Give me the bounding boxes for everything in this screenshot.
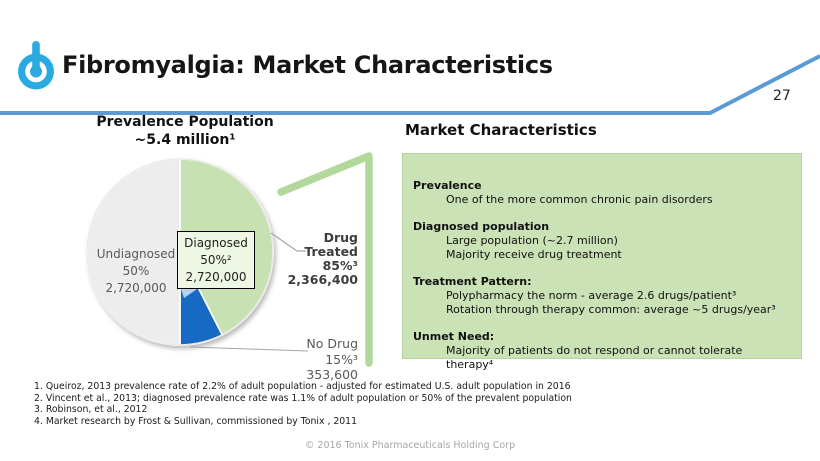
section-heading: Unmet Need: [413,330,495,343]
no-drug-name: No Drug [306,336,358,351]
market-section-diagnosed-population: Diagnosed population Large population (~… [413,220,791,262]
pie-chart-title: Prevalence Population ~5.4 million¹ [90,113,280,149]
market-section-treatment-pattern: Treatment Pattern: Polypharmacy the norm… [413,275,791,317]
no-drug-percent: 15%³ [325,351,358,367]
drug-treated-word1: Drug [323,230,358,245]
footnote-4: 4. Market research by Frost & Sullivan, … [34,415,358,427]
diagnosed-name: Diagnosed [184,235,248,250]
drug-treated-percent: 85%³ [322,258,358,273]
page-title: Fibromyalgia: Market Characteristics [62,51,553,79]
tonix-power-icon [18,41,54,90]
section-item: One of the more common chronic pain diso… [446,193,713,206]
no-drug-callout-label: No Drug 15%³ 353,600 [258,336,358,383]
section-heading: Diagnosed population [413,220,550,233]
footnote-1: 1. Queiroz, 2013 prevalence rate of 2.2%… [34,381,571,392]
section-heading: Prevalence [413,179,482,192]
pie-chart-title-line1: Prevalence Population [96,114,274,130]
market-characteristics-heading: Market Characteristics [405,121,597,139]
section-item: Large population (~2.7 million) [446,234,618,247]
market-characteristics-box: Prevalence One of the more common chroni… [402,153,802,371]
drug-treated-count: 2,366,400 [287,272,358,287]
page-number: 27 [773,88,791,104]
undiagnosed-slice-label: Undiagnosed 50% 2,720,000 [80,246,192,297]
diagnosed-percent: 50%² [200,252,232,267]
copyright-notice: © 2016 Tonix Pharmaceuticals Holding Cor… [304,440,516,451]
drug-treated-callout-label: Drug Treated 85%³ 2,366,400 [258,231,358,287]
undiagnosed-count: 2,720,000 [105,281,167,295]
undiagnosed-name: Undiagnosed [96,247,176,261]
pie-chart-title-line2: ~5.4 million¹ [134,132,236,148]
undiagnosed-percent: 50% [122,264,150,278]
drug-treated-word2: Treated [304,244,358,259]
footnotes: 1. Queiroz, 2013 prevalence rate of 2.2%… [34,381,572,427]
diagnosed-count: 2,720,000 [185,269,247,284]
market-section-unmet-need: Unmet Need: Majority of patients do not … [413,330,791,372]
section-heading: Treatment Pattern: [413,275,532,288]
footnote-3: 3. Robinson, et al., 2012 [34,404,148,416]
diagnosed-slice-label-box: Diagnosed 50%² 2,720,000 [177,231,255,289]
footnote-2: 2. Vincent et al., 2013; diagnosed preva… [34,392,572,404]
section-item: Polypharmacy the norm - average 2.6 drug… [446,289,737,302]
section-item: Majority receive drug treatment [446,248,622,261]
no-drug-count: 353,600 [306,367,358,382]
market-section-prevalence: Prevalence One of the more common chroni… [413,179,791,207]
section-item: Rotation through therapy common: average… [446,303,776,316]
section-item: Majority of patients do not respond or c… [446,344,743,371]
